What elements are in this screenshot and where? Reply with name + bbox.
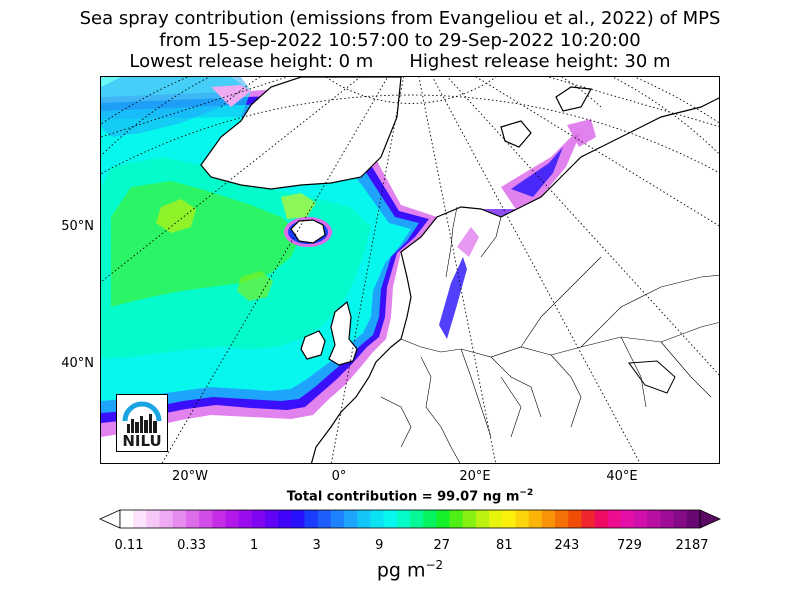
colorbar-tick-label: 81 xyxy=(496,538,513,553)
lat-label-40n: 40°N xyxy=(61,356,94,371)
colorbar-swatch xyxy=(449,510,464,528)
colorbar-swatch xyxy=(607,510,622,528)
map-canvas xyxy=(101,77,719,463)
colorbar-swatch xyxy=(502,510,516,528)
baltic-plume xyxy=(439,257,467,339)
colorbar-swatch xyxy=(357,510,371,528)
colorbar-swatch xyxy=(660,510,675,528)
total-contribution-text: Total contribution = 99.07 ng m xyxy=(286,489,520,505)
lon-label-0: 0° xyxy=(331,469,347,484)
colorbar-swatch xyxy=(185,510,200,528)
colorbar-swatch xyxy=(317,510,332,528)
country-borders xyxy=(380,206,719,463)
colorbar-tick-label: 9 xyxy=(375,538,384,553)
colorbar-swatch xyxy=(291,510,305,528)
colorbar-swatch xyxy=(686,510,701,528)
colorbar-tick-label: 2187 xyxy=(675,538,709,553)
colorbar-swatch xyxy=(159,510,174,528)
plot-title-line-1: Sea spray contribution (emissions from E… xyxy=(79,8,721,29)
lowest-release-height: Lowest release height: 0 m xyxy=(129,51,374,72)
colorbar-under-arrow xyxy=(99,509,121,529)
colorbar-swatch xyxy=(370,510,385,528)
colorbar-swatch xyxy=(423,510,437,528)
colorbar xyxy=(99,509,721,529)
colorbar-swatch xyxy=(304,510,319,528)
plot-title-line-2: from 15-Sep-2022 10:57:00 to 29-Sep-2022… xyxy=(159,30,641,51)
colorbar-over-arrow xyxy=(699,509,721,529)
unit-base: pg m xyxy=(376,559,426,582)
colorbar-swatch xyxy=(581,510,595,528)
colorbar-tick-label: 0.11 xyxy=(114,538,144,553)
colorbar-swatch xyxy=(146,510,160,528)
colorbar-swatch xyxy=(555,510,569,528)
nilu-logo-text: NILU xyxy=(122,432,162,450)
colorbar-swatch xyxy=(515,510,530,528)
map-panel xyxy=(100,76,720,464)
colorbar-swatch xyxy=(489,510,503,528)
colorbar-swatch xyxy=(396,510,411,528)
highest-release-height: Highest release height: 30 m xyxy=(409,51,671,72)
colorbar-tick-label: 1 xyxy=(249,538,259,553)
colorbar-swatch xyxy=(475,510,490,528)
colorbar-swatch xyxy=(462,510,477,528)
colorbar-swatch xyxy=(225,510,240,528)
colorbar-swatch xyxy=(634,510,648,528)
colorbar-swatch xyxy=(647,510,661,528)
colorbar-swatch xyxy=(410,510,424,528)
colorbar-tick-label: 27 xyxy=(433,538,451,553)
colorbar-swatch xyxy=(251,510,266,528)
colorbar-swatch xyxy=(199,510,213,528)
colorbar-swatch xyxy=(238,510,253,528)
colorbar-tick-label: 0.33 xyxy=(177,538,207,553)
unit-exponent: −2 xyxy=(425,558,444,572)
colorbar-swatch xyxy=(383,510,398,528)
colorbar-tick-label: 3 xyxy=(312,538,321,553)
colorbar-swatch xyxy=(568,510,582,528)
lon-label-20w: 20°W xyxy=(172,469,208,484)
colorbar-swatch xyxy=(436,510,450,528)
colorbar-swatch xyxy=(172,510,187,528)
colorbar-swatch xyxy=(212,510,226,528)
total-contribution: Total contribution = 99.07 ng m−2 xyxy=(0,488,800,504)
lat-label-50n: 50°N xyxy=(61,219,94,234)
colorbar-unit: pg m−2 xyxy=(0,558,800,581)
colorbar-tick-label: 243 xyxy=(554,538,580,553)
colorbar-swatch xyxy=(344,510,358,528)
colorbar-swatch xyxy=(265,510,279,528)
nilu-skyline-icon xyxy=(122,401,162,433)
colorbar-swatch xyxy=(133,510,147,528)
colorbar-frame xyxy=(119,509,701,529)
colorbar-swatch xyxy=(541,510,556,528)
colorbar-swatch xyxy=(120,510,134,528)
colorbar-swatch xyxy=(594,510,609,528)
lon-label-40e: 40°E xyxy=(606,469,638,484)
colorbar-swatch xyxy=(330,510,345,528)
total-contribution-exponent: −2 xyxy=(519,488,534,498)
colorbar-swatch xyxy=(528,510,543,528)
colorbar-swatch xyxy=(620,510,635,528)
colorbar-swatch xyxy=(673,510,688,528)
coastlines xyxy=(200,77,719,463)
nilu-logo: NILU xyxy=(116,394,168,452)
lon-label-20e: 20°E xyxy=(459,469,491,484)
plot-title-line-3: Lowest release height: 0 m Highest releas… xyxy=(0,51,800,72)
colorbar-swatch xyxy=(278,510,292,528)
colorbar-tick-label: 729 xyxy=(617,538,642,553)
graticule xyxy=(101,77,719,463)
